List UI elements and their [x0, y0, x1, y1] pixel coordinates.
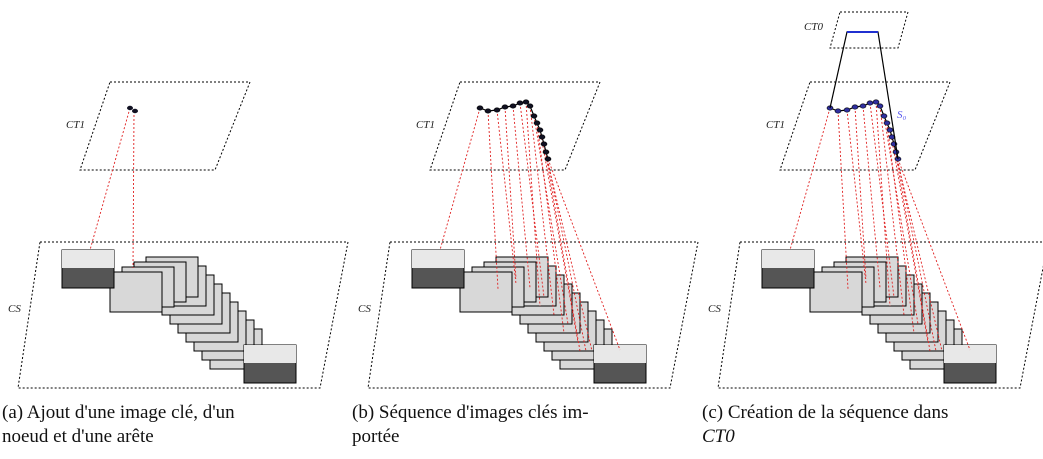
ray: [439, 107, 481, 251]
keyframe-sky: [412, 250, 464, 268]
ray: [879, 105, 905, 316]
node: [522, 99, 530, 105]
node: [132, 108, 138, 114]
node: [538, 134, 546, 140]
ray: [789, 107, 831, 251]
caption-line: noeud et d'une arête: [2, 426, 154, 447]
keyframe-sky: [62, 250, 114, 268]
node: [859, 103, 867, 109]
node: [876, 103, 884, 109]
ray: [869, 102, 895, 298]
node: [540, 141, 548, 147]
caption-line: (c) Création de la séquence dans: [702, 402, 948, 423]
node: [880, 113, 888, 119]
node: [866, 100, 874, 106]
node: [886, 127, 894, 133]
node: [834, 108, 842, 114]
ray: [536, 122, 565, 334]
keyframe-sky: [762, 250, 814, 268]
base-label: CS: [8, 303, 21, 315]
sequence-label: S₀: [897, 109, 907, 121]
frame: [459, 271, 513, 313]
ray: [886, 122, 915, 334]
base-label: CS: [708, 303, 721, 315]
node: [843, 107, 851, 113]
panel: CS CT1 (a) Ajout d'une image clé, d'un noeu…: [2, 81, 349, 447]
node: [530, 113, 538, 119]
node: [516, 100, 524, 106]
base-label: CS: [358, 303, 371, 315]
ray: [837, 110, 849, 290]
base-plane: [717, 241, 1043, 389]
ray: [854, 106, 867, 280]
node: [542, 149, 550, 155]
node: [493, 107, 501, 113]
ray: [504, 106, 517, 280]
frame: [809, 271, 863, 313]
top-plane: [779, 81, 951, 171]
node: [509, 103, 517, 109]
node: [127, 105, 133, 111]
base-plane: [367, 241, 699, 389]
top-plane: [79, 81, 251, 171]
top-plane: [429, 81, 601, 171]
node: [501, 104, 509, 110]
top-label: CT1: [66, 119, 85, 131]
keyframe-sky: [594, 345, 646, 363]
caption-line: portée: [352, 426, 399, 447]
ray: [895, 151, 937, 352]
top-label: CT1: [766, 119, 785, 131]
ray: [543, 143, 581, 352]
base-plane: [17, 241, 349, 389]
ray: [862, 105, 881, 289]
ray: [512, 105, 531, 289]
node: [872, 99, 880, 105]
ray: [846, 109, 867, 285]
top-label: CT1: [416, 119, 435, 131]
keyframe-sky: [244, 345, 296, 363]
ray: [883, 115, 919, 325]
caption-line: CT0: [702, 426, 735, 447]
panel: CS CT1 (b) Séquence d'images clés im-porté…: [352, 81, 699, 447]
node: [883, 120, 891, 126]
ray: [533, 115, 569, 325]
node: [892, 149, 900, 155]
node: [536, 127, 544, 133]
upper-label: CT0: [804, 21, 823, 33]
ray: [89, 107, 131, 251]
node: [526, 103, 534, 109]
caption-line: (a) Ajout d'une image clé, d'un: [2, 402, 235, 423]
panel: CS CT1 CT0 S₀ (c) Création de la séquence da…: [702, 11, 1043, 447]
node: [851, 104, 859, 110]
node: [544, 156, 552, 162]
ray: [545, 151, 587, 352]
ray: [132, 110, 135, 269]
node: [484, 108, 492, 114]
node: [533, 120, 541, 126]
ray: [519, 102, 545, 298]
ray: [529, 105, 555, 316]
ray: [496, 109, 517, 285]
upper-plane: [829, 11, 909, 49]
ray: [487, 110, 499, 290]
node: [476, 105, 484, 111]
frame: [109, 271, 163, 313]
keyframe-sky: [944, 345, 996, 363]
ray: [893, 143, 931, 352]
caption-line: (b) Séquence d'images clés im-: [352, 402, 589, 423]
